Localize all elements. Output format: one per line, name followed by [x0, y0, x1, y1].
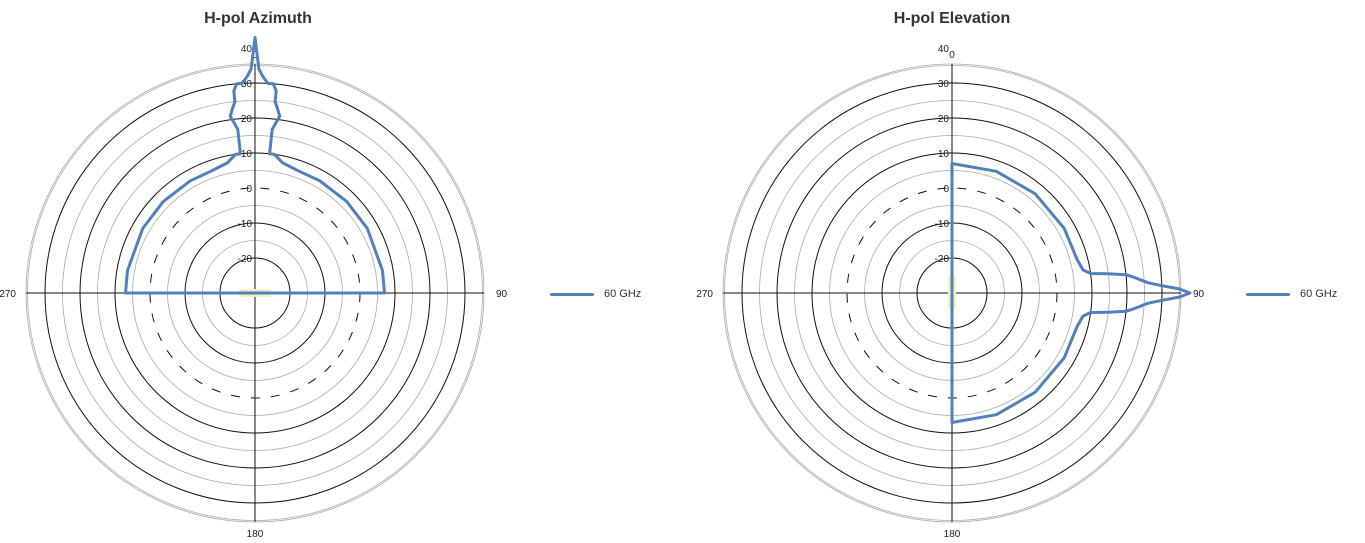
angle-label: 270: [0, 289, 16, 300]
legend-label: 60 GHz: [1300, 288, 1338, 300]
radial-tick-label: -10: [935, 219, 950, 230]
angle-label: 0: [949, 50, 955, 61]
radial-tick-label: 30: [241, 79, 253, 90]
elevation-panel: H-pol Elevation -20 -10 0 10 20 30 40 0 90 180 270…: [682, 0, 1364, 543]
legend: 60 GHz: [550, 288, 641, 300]
angle-label: 180: [944, 529, 961, 540]
legend-swatch: [1246, 292, 1290, 296]
radial-tick-label: -10: [238, 219, 253, 230]
chart-title: H-pol Elevation: [893, 10, 1011, 27]
chart-title: H-pol Azimuth: [204, 10, 312, 27]
radial-tick-label: 0: [246, 184, 252, 195]
angle-label: 90: [1193, 289, 1205, 300]
legend-label: 60 GHz: [604, 288, 642, 300]
series-line-60ghz: [950, 162, 1192, 424]
radial-tick-label: 10: [938, 149, 950, 160]
radial-tick-label: -20: [238, 254, 253, 265]
legend-swatch: [550, 292, 594, 296]
azimuth-panel: H-pol Azimuth -20 -10 0 10 20 30 40 0 90 180 270 6…: [0, 0, 682, 543]
radial-tick-label: 0: [943, 184, 949, 195]
radial-tick-label: 40: [938, 44, 950, 55]
radial-tick-label: 30: [938, 79, 950, 90]
radial-tick-label: -20: [935, 254, 950, 265]
radial-tick-label: 20: [938, 114, 950, 125]
radial-tick-label: 40: [241, 44, 253, 55]
radial-tick-label: 20: [241, 114, 253, 125]
angle-label: 180: [247, 529, 264, 540]
legend: 60 GHz: [1246, 288, 1337, 300]
angle-label: 0: [252, 50, 258, 61]
series-line-60ghz: [124, 36, 386, 295]
angle-label: 90: [496, 289, 508, 300]
radial-tick-label: 10: [241, 149, 253, 160]
angle-label: 270: [696, 289, 713, 300]
